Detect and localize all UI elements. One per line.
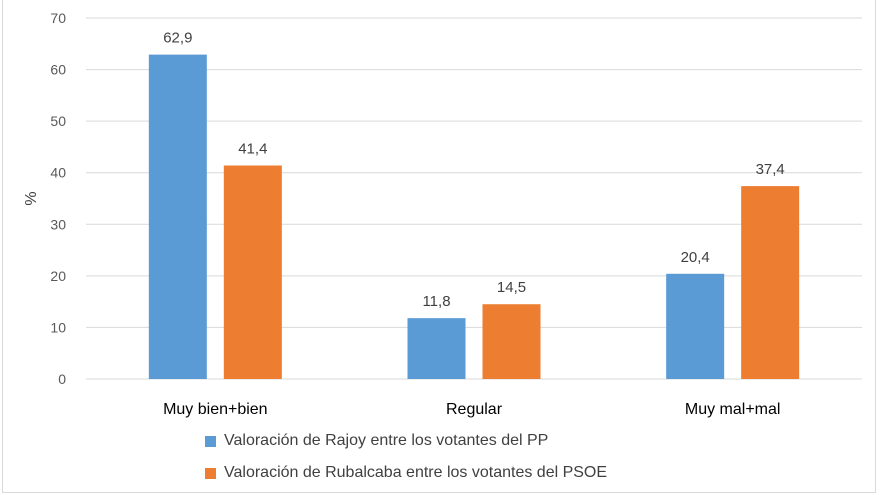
data-label: 20,4 bbox=[681, 249, 710, 266]
y-tick-label: 0 bbox=[58, 371, 66, 387]
gridlines bbox=[86, 17, 862, 380]
x-category-label: Muy bien+bien bbox=[163, 401, 268, 418]
bar-rubalcaba-0 bbox=[223, 165, 282, 379]
bar-chart: 0 10 20 30 40 50 60 70 62,9 41,4 11,8 14,5 20,4 37,4… bbox=[23, 10, 862, 418]
legend: Valoración de Rajoy entre los votantes d… bbox=[205, 427, 607, 491]
legend-item-rajoy: Valoración de Rajoy entre los votantes d… bbox=[205, 427, 607, 455]
data-label: 41,4 bbox=[238, 140, 267, 157]
y-tick-label: 50 bbox=[50, 113, 66, 129]
data-label: 62,9 bbox=[163, 30, 192, 47]
x-axis-categories: Muy bien+bien Regular Muy mal+mal bbox=[163, 401, 780, 418]
legend-swatch-rubalcaba bbox=[205, 467, 216, 479]
legend-item-rubalcaba: Valoración de Rubalcaba entre los votant… bbox=[205, 459, 607, 487]
legend-label-rajoy: Valoración de Rajoy entre los votantes d… bbox=[224, 432, 549, 449]
y-axis-ticks: 0 10 20 30 40 50 60 70 bbox=[50, 10, 66, 387]
bar-rubalcaba-1 bbox=[482, 304, 541, 379]
data-label: 37,4 bbox=[756, 161, 785, 178]
y-tick-label: 70 bbox=[50, 10, 66, 26]
y-axis-label: % bbox=[23, 191, 40, 205]
y-tick-label: 20 bbox=[50, 268, 66, 284]
bar-rubalcaba-2 bbox=[741, 186, 800, 379]
x-category-label: Regular bbox=[446, 401, 503, 418]
bar-rajoy-2 bbox=[666, 273, 725, 379]
legend-swatch-rajoy bbox=[205, 435, 216, 447]
y-tick-label: 40 bbox=[50, 165, 66, 181]
bars bbox=[148, 54, 800, 379]
legend-label-rubalcaba: Valoración de Rubalcaba entre los votant… bbox=[224, 464, 608, 481]
data-labels: 62,9 41,4 11,8 14,5 20,4 37,4 bbox=[163, 30, 785, 311]
y-tick-label: 10 bbox=[50, 319, 66, 335]
data-label: 11,8 bbox=[422, 293, 450, 310]
y-tick-label: 30 bbox=[50, 216, 66, 232]
y-tick-label: 60 bbox=[50, 62, 66, 78]
bar-rajoy-1 bbox=[407, 318, 466, 379]
x-category-label: Muy mal+mal bbox=[685, 401, 781, 418]
data-label: 14,5 bbox=[497, 279, 526, 296]
bar-rajoy-0 bbox=[148, 54, 207, 379]
